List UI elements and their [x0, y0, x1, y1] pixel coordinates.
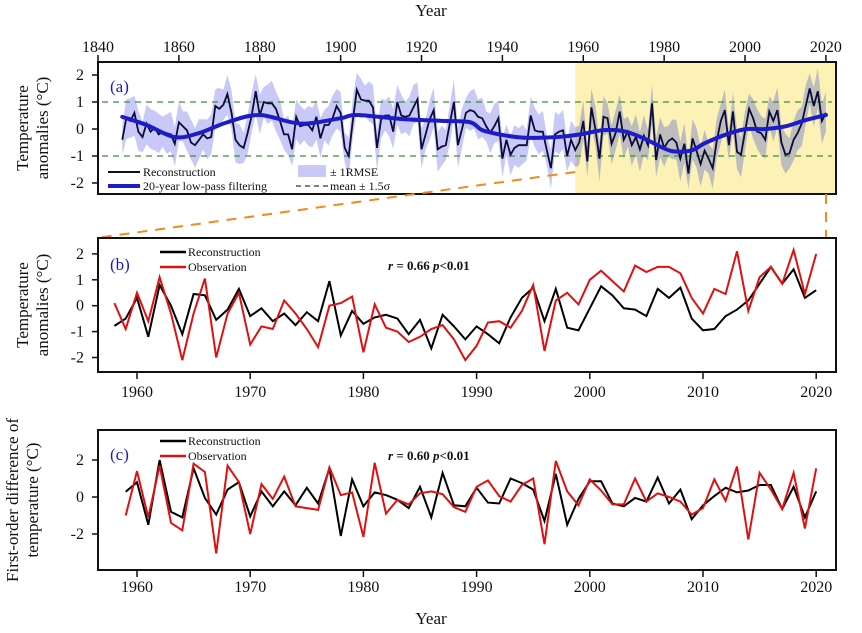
x-axis-title-top: Year	[415, 1, 447, 20]
plot-frame-a	[97, 61, 837, 195]
y-tick-label-c: 0	[76, 489, 84, 506]
x-tick-label-b: 1970	[234, 384, 266, 401]
x-tick-label-a: 1920	[406, 39, 438, 56]
reconstruction-line	[121, 86, 827, 174]
stat-r-b: r	[388, 258, 394, 273]
x-tick-label-a: 1900	[325, 39, 357, 56]
x-tick-label-c: 2000	[574, 579, 606, 596]
x-axis-title-bottom: Year	[415, 609, 447, 628]
x-tick-label-c: 1960	[121, 579, 153, 596]
x-tick-label-a: 1860	[163, 39, 195, 56]
x-tick-label-b: 1990	[461, 384, 493, 401]
legend-label-observation-c: Observation	[188, 449, 247, 463]
x-tick-label-a: 1880	[244, 39, 276, 56]
y-tick-label-c: -2	[71, 526, 84, 543]
y-axis-title-c: temperature (°C)	[23, 443, 42, 558]
y-tick-label-a: -2	[71, 175, 84, 192]
legend-reconstruction-label: Reconstruction	[143, 165, 216, 179]
legend-lowpass-label: 20-year low-pass filtering	[143, 179, 267, 193]
x-tick-label-b: 1980	[347, 384, 379, 401]
x-tick-label-c: 1980	[347, 579, 379, 596]
stat-r-value-c: = 0.60	[393, 448, 433, 463]
x-tick-label-a: 1840	[82, 39, 114, 56]
rmse-band	[122, 72, 576, 189]
panel-label-b: (b)	[110, 255, 130, 274]
correlation-stats-c: r = 0.60 p<0.01	[388, 448, 470, 463]
x-tick-label-a: 2020	[810, 39, 842, 56]
x-tick-label-b: 2020	[800, 384, 832, 401]
y-tick-label-a: 2	[76, 67, 84, 84]
y-tick-label-a: 0	[76, 121, 84, 138]
panel-label-a: (a)	[110, 77, 129, 96]
series-line-observation-c	[124, 460, 818, 554]
panel-label-c: (c)	[110, 445, 129, 464]
x-tick-label-c: 2020	[800, 579, 832, 596]
y-tick-label-b: -2	[71, 350, 84, 367]
y-tick-label-c: 2	[76, 452, 84, 469]
legend-label-reconstruction-b: Reconstruction	[188, 245, 261, 259]
x-tick-label-b: 2010	[687, 384, 719, 401]
y-axis-title-a: anomalies (°C)	[33, 77, 52, 180]
y-tick-label-b: 0	[76, 298, 84, 315]
correlation-stats-b: r = 0.66 p<0.01	[388, 258, 470, 273]
legend-label-observation-b: Observation	[188, 260, 247, 274]
y-tick-label-b: 1	[76, 272, 84, 289]
legend-label-reconstruction-c: Reconstruction	[188, 434, 261, 448]
y-axis-title-b: Temperature	[13, 262, 32, 348]
y-axis-title-c: First-order difference of	[3, 418, 22, 582]
panel-b: 1960 1970 1980 1990 2000 2010 2020 2 1 0 -1 -2 (b) Re…	[13, 237, 837, 401]
x-tick-label-a: 1980	[648, 39, 680, 56]
x-tick-label-c: 1970	[234, 579, 266, 596]
x-tick-label-a: 1940	[486, 39, 518, 56]
stat-p-value-b: <0.01	[439, 258, 469, 273]
stat-p-value-c: <0.01	[439, 448, 469, 463]
stat-p-b: p	[432, 258, 440, 273]
stat-r-value-b: = 0.66	[393, 258, 433, 273]
legend-rmse-swatch	[298, 165, 326, 177]
zoom-connector-left	[95, 171, 576, 239]
plot-frame-c	[97, 429, 837, 571]
series-line-reconstruction-b	[113, 265, 817, 352]
y-tick-label-b: -1	[71, 324, 84, 341]
lowpass-line	[120, 112, 828, 154]
y-tick-label-a: -1	[71, 148, 84, 165]
x-tick-label-a: 1960	[567, 39, 599, 56]
legend-mean-label: mean ± 1.5σ	[330, 179, 391, 193]
series-line-observation-b	[113, 246, 818, 362]
rmse-band-highlight	[575, 68, 826, 189]
y-axis-title-b: anomalies (°C)	[33, 254, 52, 357]
x-tick-label-b: 2000	[574, 384, 606, 401]
y-tick-label-a: 1	[76, 94, 84, 111]
x-tick-label-b: 1960	[121, 384, 153, 401]
y-tick-label-b: 2	[76, 246, 84, 263]
x-tick-label-c: 1990	[461, 579, 493, 596]
stat-p-c: p	[432, 448, 440, 463]
y-axis-title-a: Temperature	[13, 85, 32, 171]
stat-r-c: r	[388, 448, 394, 463]
x-tick-label-c: 2010	[687, 579, 719, 596]
panel-c: 1960 1970 1980 1990 2000 2010 202020-2(c)Recon…	[3, 418, 837, 596]
panel-a: 1840 1860 1880 1900 1920 1940 1960 1980 2000 2020…	[13, 1, 842, 195]
legend-rmse-label: ± 1RMSE	[330, 165, 378, 179]
x-tick-label-a: 2000	[729, 39, 761, 56]
